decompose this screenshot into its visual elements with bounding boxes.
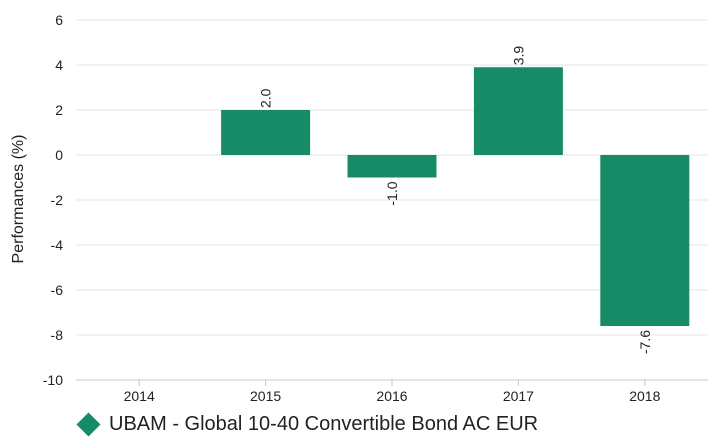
y-axis-ticks: 6 4 2 0 -2 -4 -6 -8 -10 (43, 12, 63, 388)
y-tick-label: -6 (51, 282, 64, 298)
y-tick-label: 2 (55, 102, 63, 118)
x-tick-label: 2017 (503, 388, 534, 404)
bar (473, 67, 563, 155)
y-axis-label: Performances (%) (10, 135, 27, 264)
data-labels: 2.0 -1.0 3.9 -7.6 (258, 46, 653, 355)
legend[interactable]: UBAM - Global 10-40 Convertible Bond AC … (76, 411, 539, 437)
x-tick-label: 2018 (629, 388, 660, 404)
x-axis-ticks: 2014 2015 2016 2017 2018 (124, 380, 661, 404)
legend-label: UBAM - Global 10-40 Convertible Bond AC … (109, 412, 539, 435)
bar (347, 155, 437, 178)
data-label: 3.9 (510, 46, 526, 66)
x-tick-label: 2016 (376, 388, 407, 404)
legend-diamond-icon (76, 411, 101, 437)
y-tick-label: -8 (51, 327, 64, 343)
bars (221, 67, 690, 326)
data-label: 2.0 (258, 88, 274, 108)
y-tick-label: -4 (51, 237, 64, 253)
x-tick-label: 2015 (250, 388, 281, 404)
y-tick-label: 4 (55, 57, 63, 73)
data-label: -7.6 (637, 330, 653, 354)
x-tick-label: 2014 (124, 388, 155, 404)
y-tick-label: -10 (43, 372, 63, 388)
bar (600, 155, 690, 326)
bar (221, 110, 311, 155)
y-tick-label: 0 (55, 147, 63, 163)
y-tick-label: 6 (55, 12, 63, 28)
y-tick-label: -2 (51, 192, 64, 208)
data-label: -1.0 (384, 181, 400, 205)
